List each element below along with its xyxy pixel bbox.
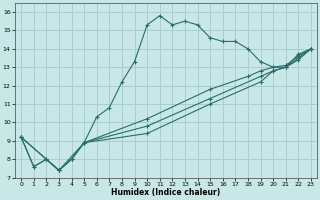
X-axis label: Humidex (Indice chaleur): Humidex (Indice chaleur) [111, 188, 221, 197]
